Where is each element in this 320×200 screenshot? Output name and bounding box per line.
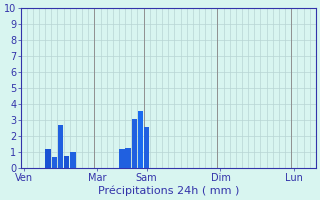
Bar [132,119,137,168]
Bar [70,152,76,168]
Bar [138,111,143,168]
Bar [125,148,131,168]
X-axis label: Précipitations 24h ( mm ): Précipitations 24h ( mm ) [98,185,239,196]
Bar [64,156,69,168]
Bar [52,157,57,168]
Bar [58,125,63,168]
Bar [119,149,125,168]
Bar [144,127,149,168]
Bar [45,149,51,168]
